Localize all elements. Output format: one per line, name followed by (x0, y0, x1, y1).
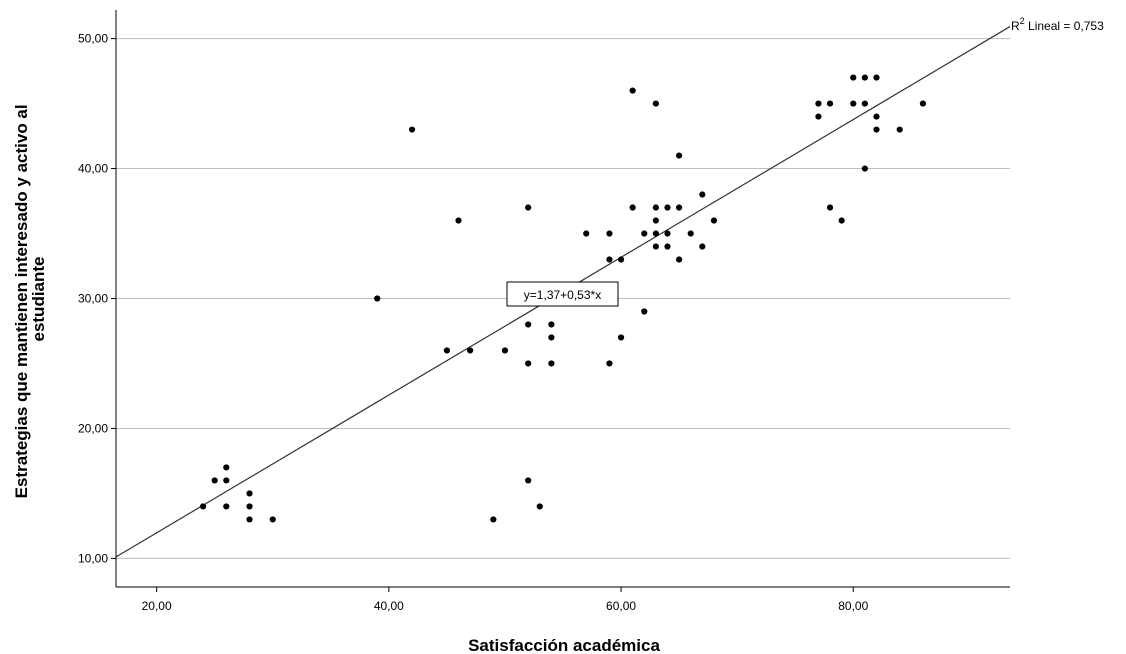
data-point (548, 334, 555, 341)
data-point (699, 243, 706, 250)
data-point (548, 360, 555, 367)
data-point (873, 113, 880, 120)
data-point (676, 204, 683, 211)
data-point (664, 243, 671, 250)
data-point (583, 230, 590, 237)
data-point (641, 308, 648, 315)
y-tick-label: 30,00 (78, 292, 108, 306)
x-tick-label: 60,00 (606, 599, 636, 613)
data-point (676, 152, 683, 159)
gridlines (111, 38, 1010, 592)
data-point (664, 230, 671, 237)
y-tick-label: 50,00 (78, 32, 108, 46)
data-point (223, 477, 230, 484)
data-point (861, 74, 868, 81)
data-point (525, 360, 532, 367)
data-point (641, 230, 648, 237)
data-point (525, 477, 532, 484)
r-squared-value: Lineal = 0,753 (1025, 19, 1104, 33)
data-point (443, 347, 450, 354)
data-point (826, 100, 834, 107)
data-point (606, 256, 613, 263)
data-point (536, 503, 543, 510)
data-point (861, 165, 868, 172)
y-tick-label: 20,00 (78, 421, 108, 435)
data-point (850, 100, 857, 107)
data-point (652, 230, 659, 237)
data-point (199, 503, 207, 510)
data-point (246, 516, 253, 523)
data-point (861, 100, 868, 107)
axes (115, 10, 1010, 588)
data-point (490, 516, 497, 523)
data-point (246, 503, 253, 510)
data-point (652, 204, 659, 211)
annotations: y=1,37+0,53*x R2 Lineal = 0,753 (506, 16, 1104, 307)
data-point (269, 516, 276, 523)
y-tick-label: 10,00 (78, 551, 108, 565)
y-axis-title: Estrategias que mantienen interesado y a… (12, 100, 48, 499)
x-tick-label: 20,00 (142, 599, 172, 613)
data-point (664, 204, 671, 211)
data-point (815, 100, 822, 107)
data-point (223, 503, 230, 510)
data-point (699, 191, 706, 198)
data-point (525, 321, 532, 328)
y-axis-title-line-2: estudiante (29, 256, 48, 341)
x-tick-label: 40,00 (374, 599, 404, 613)
data-point (606, 230, 613, 237)
equation-box (506, 281, 619, 307)
y-tick-label: 40,00 (78, 162, 108, 176)
data-point (617, 256, 625, 263)
data-point (652, 100, 659, 107)
data-point (617, 334, 625, 341)
data-point (606, 360, 613, 367)
data-point (223, 464, 230, 471)
data-point (873, 74, 880, 81)
equation-label: y=1,37+0,53*x (524, 288, 601, 302)
data-point (629, 87, 636, 94)
data-point (525, 204, 532, 211)
data-point (455, 217, 462, 224)
data-point (548, 321, 555, 328)
x-axis-title: Satisfacción académica (468, 636, 660, 654)
data-point (211, 477, 218, 484)
r-squared-superscript: 2 (1020, 16, 1025, 26)
data-point (815, 113, 822, 120)
r-squared-label: R2 Lineal = 0,753 (1011, 16, 1104, 33)
data-point (246, 490, 253, 497)
data-point (374, 295, 381, 302)
r-squared-prefix: R (1011, 19, 1020, 33)
data-point (467, 347, 474, 354)
data-point (652, 217, 659, 224)
tick-labels: 10,00 20,00 30,00 40,00 50,00 20,00 40,00 60,00… (78, 32, 869, 613)
y-axis-title-line-1: Estrategias que mantienen interesado y a… (12, 104, 31, 498)
data-point (652, 243, 659, 250)
data-point (838, 217, 845, 224)
data-point (850, 74, 857, 81)
x-tick-label: 80,00 (838, 599, 868, 613)
data-point (710, 217, 718, 224)
data-point (676, 256, 683, 263)
data-point (501, 347, 509, 354)
data-points (199, 74, 927, 523)
data-point (408, 126, 416, 133)
data-point (919, 100, 927, 107)
data-point (629, 204, 636, 211)
data-point (826, 204, 834, 211)
data-point (896, 126, 903, 133)
data-point (687, 230, 694, 237)
data-point (873, 126, 880, 133)
